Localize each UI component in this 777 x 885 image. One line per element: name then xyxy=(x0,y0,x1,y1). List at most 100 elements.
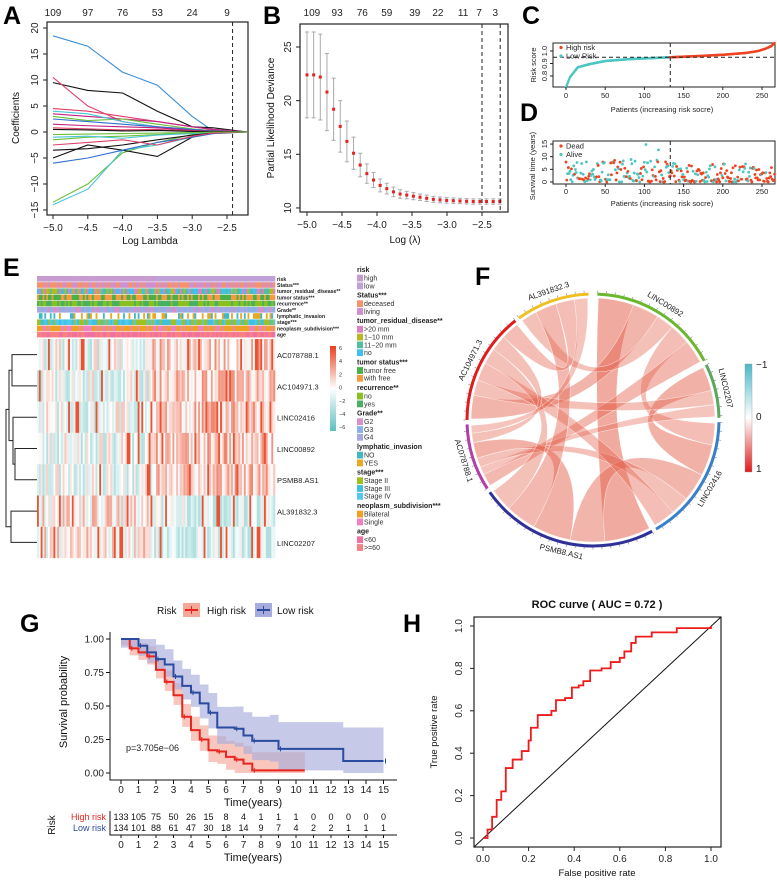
annotation-cell xyxy=(102,331,106,338)
annotation-cell xyxy=(115,307,118,313)
annotation-cell xyxy=(231,319,234,325)
heatmap-cell xyxy=(84,432,87,465)
dead-point xyxy=(755,168,758,172)
heatmap-cell xyxy=(168,401,171,433)
annotation-cell xyxy=(254,288,257,294)
annotation-cell xyxy=(220,282,223,288)
heatmap-cell xyxy=(64,495,67,527)
annotation-cell xyxy=(176,307,179,313)
annotation-cell xyxy=(44,307,47,313)
heatmap-cell xyxy=(73,339,76,371)
annotation-cell xyxy=(242,325,245,332)
alive-point xyxy=(613,168,617,172)
annotation-cell xyxy=(163,300,166,307)
annotation-cell xyxy=(269,300,272,307)
legend-item-label: living xyxy=(364,309,380,316)
annotation-cell xyxy=(143,282,146,288)
y-tick-label: 0.75 xyxy=(85,668,105,679)
annotation-cell xyxy=(229,325,232,332)
heatmap-cell xyxy=(80,526,84,559)
heatmap-cell xyxy=(183,339,186,371)
annotation-cell xyxy=(262,313,265,319)
annotation-cell xyxy=(69,288,73,294)
sector-tick xyxy=(669,521,672,524)
annotation-cell xyxy=(68,331,71,338)
heatmap-cell xyxy=(102,432,106,465)
heatmap-cell xyxy=(247,432,250,465)
alive-point xyxy=(643,160,646,164)
heatmap-cell xyxy=(236,339,239,371)
dead-point xyxy=(612,161,616,165)
annotation-cell xyxy=(210,319,214,325)
annotation-cell xyxy=(163,294,166,301)
risk-table-count: 1 xyxy=(276,812,281,822)
dead-point xyxy=(595,175,598,179)
heatmap-cell xyxy=(199,464,203,496)
heatmap-cell xyxy=(91,432,95,465)
annotation-cell xyxy=(225,288,228,294)
annotation-cell xyxy=(90,282,93,288)
annotation-cell xyxy=(71,319,74,325)
annotation-cell xyxy=(218,313,221,319)
annotation-cell xyxy=(101,325,104,332)
heatmap-cell xyxy=(104,401,107,433)
heatmap-cell xyxy=(201,370,204,402)
heatmap-cell xyxy=(112,401,115,433)
annotation-cell xyxy=(168,294,171,301)
annotation-cell xyxy=(161,331,164,338)
legend-item-label: with free xyxy=(363,376,391,383)
annotation-cell xyxy=(166,294,170,301)
annotation-cell xyxy=(172,288,175,294)
annotation-cell xyxy=(192,307,195,313)
dead-point xyxy=(721,176,725,180)
annotation-cell xyxy=(60,313,63,319)
heatmap-cell xyxy=(91,401,95,433)
annotation-cell xyxy=(271,331,274,338)
annotation-cell xyxy=(225,331,228,338)
heatmap-cell xyxy=(106,432,109,465)
dead-point xyxy=(728,180,732,184)
heatmap-cell xyxy=(123,526,126,559)
annotation-cell xyxy=(95,276,98,282)
heatmap-cell xyxy=(223,370,226,402)
heatmap-cell xyxy=(82,464,85,496)
heatmap-cell xyxy=(168,495,171,527)
annotation-cell xyxy=(60,325,63,332)
annotation-cell xyxy=(181,294,184,301)
annotation-cell xyxy=(80,300,84,307)
heatmap-cell xyxy=(194,401,197,433)
heatmap-cell xyxy=(227,495,230,527)
heatmap-cell xyxy=(112,464,115,496)
y-tick-label: 0.9 xyxy=(540,58,549,68)
annotation-cell xyxy=(150,300,153,307)
annotation-cell xyxy=(124,319,128,325)
annotation-cell xyxy=(168,276,171,282)
annotation-cell xyxy=(130,319,133,325)
annotation-row-label: lymphatic_invasion xyxy=(277,314,325,320)
annotation-cell xyxy=(203,319,206,325)
annotation-cell xyxy=(152,325,155,332)
heatmap-cell xyxy=(247,526,250,559)
heatmap-cell xyxy=(254,432,257,465)
heatmap-cell xyxy=(154,495,157,527)
annotation-cell xyxy=(256,282,259,288)
heatmap-cell xyxy=(154,370,157,402)
annotation-cell xyxy=(209,307,212,313)
annotation-cell xyxy=(146,331,149,338)
annotation-cell xyxy=(150,331,153,338)
legend-title: neoplasm_subdivision*** xyxy=(357,503,441,510)
annotation-cell xyxy=(126,319,129,325)
annotation-cell xyxy=(46,331,49,338)
heatmap-cell xyxy=(79,495,82,527)
legend-title: risk xyxy=(357,267,370,274)
annotation-cell xyxy=(132,282,135,288)
heatmap-cell xyxy=(249,526,252,559)
annotation-cell xyxy=(77,307,80,313)
annotation-cell xyxy=(112,331,115,338)
heatmap-cell xyxy=(146,401,149,433)
annotation-cell xyxy=(104,294,107,301)
annotation-cell xyxy=(58,294,62,301)
heatmap-cell xyxy=(102,401,106,433)
heatmap-cell xyxy=(77,432,80,465)
annotation-cell xyxy=(251,282,254,288)
